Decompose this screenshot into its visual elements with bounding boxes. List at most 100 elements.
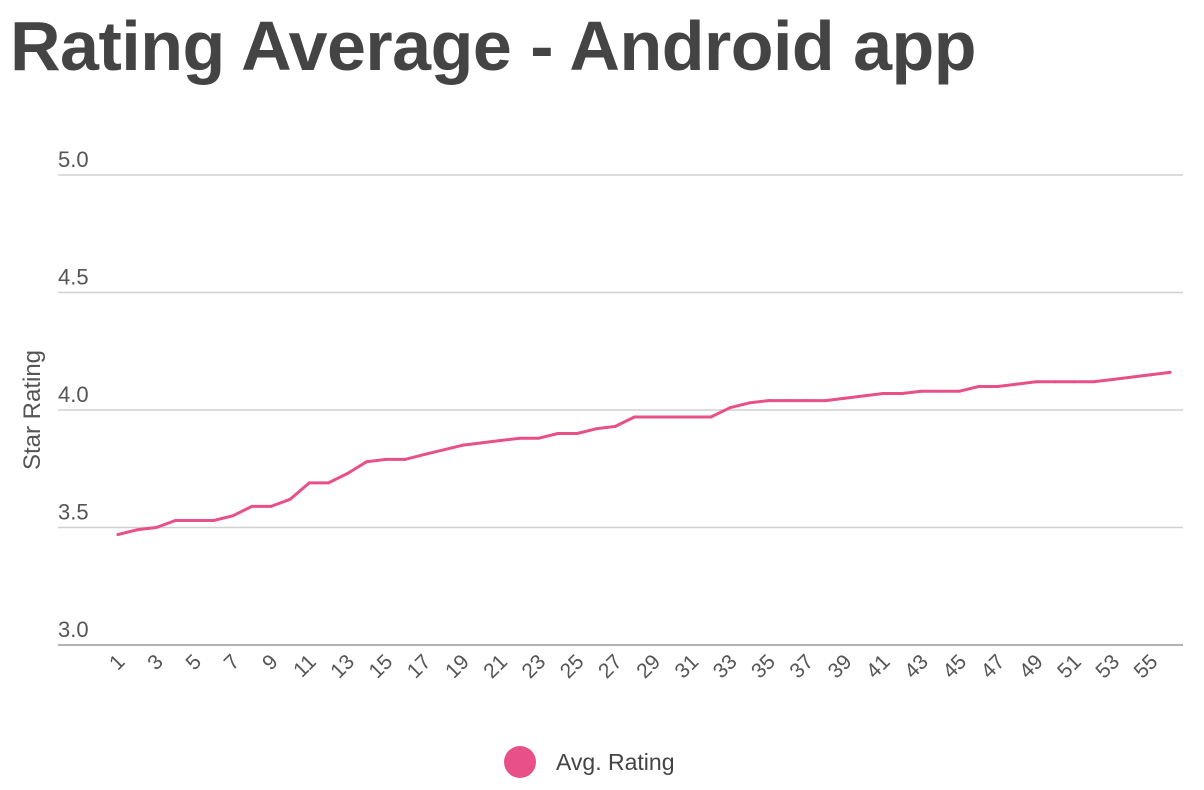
x-tick-label: 7	[220, 650, 245, 675]
data-point	[824, 399, 828, 403]
data-point	[690, 415, 694, 419]
data-point	[805, 399, 809, 403]
data-point	[173, 518, 177, 522]
data-point	[900, 392, 904, 396]
x-tick-label: 39	[824, 650, 857, 683]
data-point	[135, 528, 139, 532]
data-point	[212, 518, 216, 522]
data-point	[499, 439, 503, 443]
data-point	[1130, 375, 1134, 379]
x-tick-label: 53	[1091, 650, 1124, 683]
x-tick-label: 33	[709, 650, 742, 683]
x-tick-label: 43	[900, 650, 933, 683]
data-point	[556, 432, 560, 435]
data-point	[193, 518, 197, 522]
data-point	[518, 436, 522, 440]
data-point	[1091, 380, 1095, 384]
y-tick-label: 5.0	[58, 147, 89, 172]
x-tick-label: 9	[258, 650, 283, 675]
data-point	[422, 453, 426, 457]
x-tick-label: 17	[403, 650, 436, 683]
x-tick-label: 51	[1053, 650, 1086, 683]
data-point	[709, 415, 713, 419]
x-tick-label: 3	[143, 650, 168, 675]
x-tick-label: 47	[977, 650, 1010, 683]
data-point	[1015, 382, 1019, 386]
y-tick-label: 4.0	[58, 382, 89, 407]
grid-lines	[58, 174, 1183, 646]
x-tick-label: 21	[479, 650, 512, 683]
y-axis-label: Star Rating	[19, 350, 46, 470]
data-point	[269, 504, 273, 508]
data-point	[537, 436, 541, 440]
legend-label: Avg. Rating	[556, 749, 674, 775]
data-point	[326, 481, 330, 485]
x-tick-label: 49	[1015, 650, 1048, 683]
data-point	[575, 432, 579, 435]
data-point	[288, 497, 292, 501]
x-tick-label: 1	[105, 650, 130, 675]
data-point	[728, 406, 732, 410]
x-tick-label: 35	[747, 650, 780, 683]
data-point	[938, 389, 942, 393]
data-point	[594, 427, 598, 431]
x-tick-label: 31	[671, 650, 704, 683]
x-tick-label: 27	[594, 650, 627, 683]
data-point	[460, 443, 464, 447]
x-tick-label: 19	[441, 650, 474, 683]
x-tick-label: 55	[1130, 650, 1163, 683]
x-tick-label: 23	[518, 650, 551, 683]
data-point	[1149, 373, 1153, 377]
data-point	[613, 424, 617, 428]
series-line	[116, 370, 1172, 536]
data-point	[1034, 380, 1038, 384]
data-point	[958, 389, 962, 393]
data-point	[671, 415, 675, 419]
y-tick-labels: 3.0 3.5 4.0 4.5 5.0	[58, 147, 89, 642]
data-point	[766, 399, 770, 403]
data-point	[881, 392, 885, 396]
data-point	[346, 471, 350, 475]
data-point	[403, 457, 407, 461]
data-point	[154, 526, 158, 529]
data-point	[652, 415, 656, 419]
x-tick-label: 29	[632, 650, 665, 683]
data-point	[1053, 380, 1057, 384]
data-point	[1111, 377, 1115, 381]
data-point	[1168, 370, 1172, 374]
data-point	[996, 385, 1000, 388]
data-point	[785, 399, 789, 403]
y-tick-label: 4.5	[58, 265, 89, 290]
legend-swatch	[504, 746, 536, 778]
data-point	[307, 481, 311, 485]
data-point	[843, 396, 847, 400]
x-tick-label: 45	[938, 650, 971, 683]
data-point	[977, 385, 981, 388]
x-tick-label: 13	[326, 650, 359, 683]
data-point	[441, 448, 445, 452]
x-tick-label: 25	[556, 650, 589, 683]
legend: Avg. Rating	[504, 746, 674, 778]
data-point	[479, 441, 483, 445]
series-group	[116, 370, 1172, 537]
x-tick-labels: 1 3 5 7 9 11 13 15 17 19 21 23 25 27 29 31 33 35 37 39 41 43 4…	[105, 650, 1162, 683]
x-tick-label: 41	[862, 650, 895, 683]
data-point	[747, 401, 751, 405]
y-tick-label: 3.5	[58, 500, 89, 525]
chart-title: Rating Average - Android app	[10, 7, 977, 85]
data-point	[231, 514, 235, 518]
data-point	[116, 533, 120, 537]
x-tick-label: 37	[785, 650, 818, 683]
data-point	[1072, 380, 1076, 384]
x-tick-label: 11	[289, 650, 321, 682]
data-point	[365, 460, 369, 464]
data-point	[384, 457, 388, 461]
data-point	[862, 394, 866, 398]
x-tick-label: 5	[182, 650, 207, 675]
data-point	[919, 389, 923, 393]
data-point	[632, 415, 636, 419]
data-point	[250, 504, 254, 508]
x-tick-label: 15	[365, 650, 398, 683]
y-tick-label: 3.0	[58, 617, 89, 642]
